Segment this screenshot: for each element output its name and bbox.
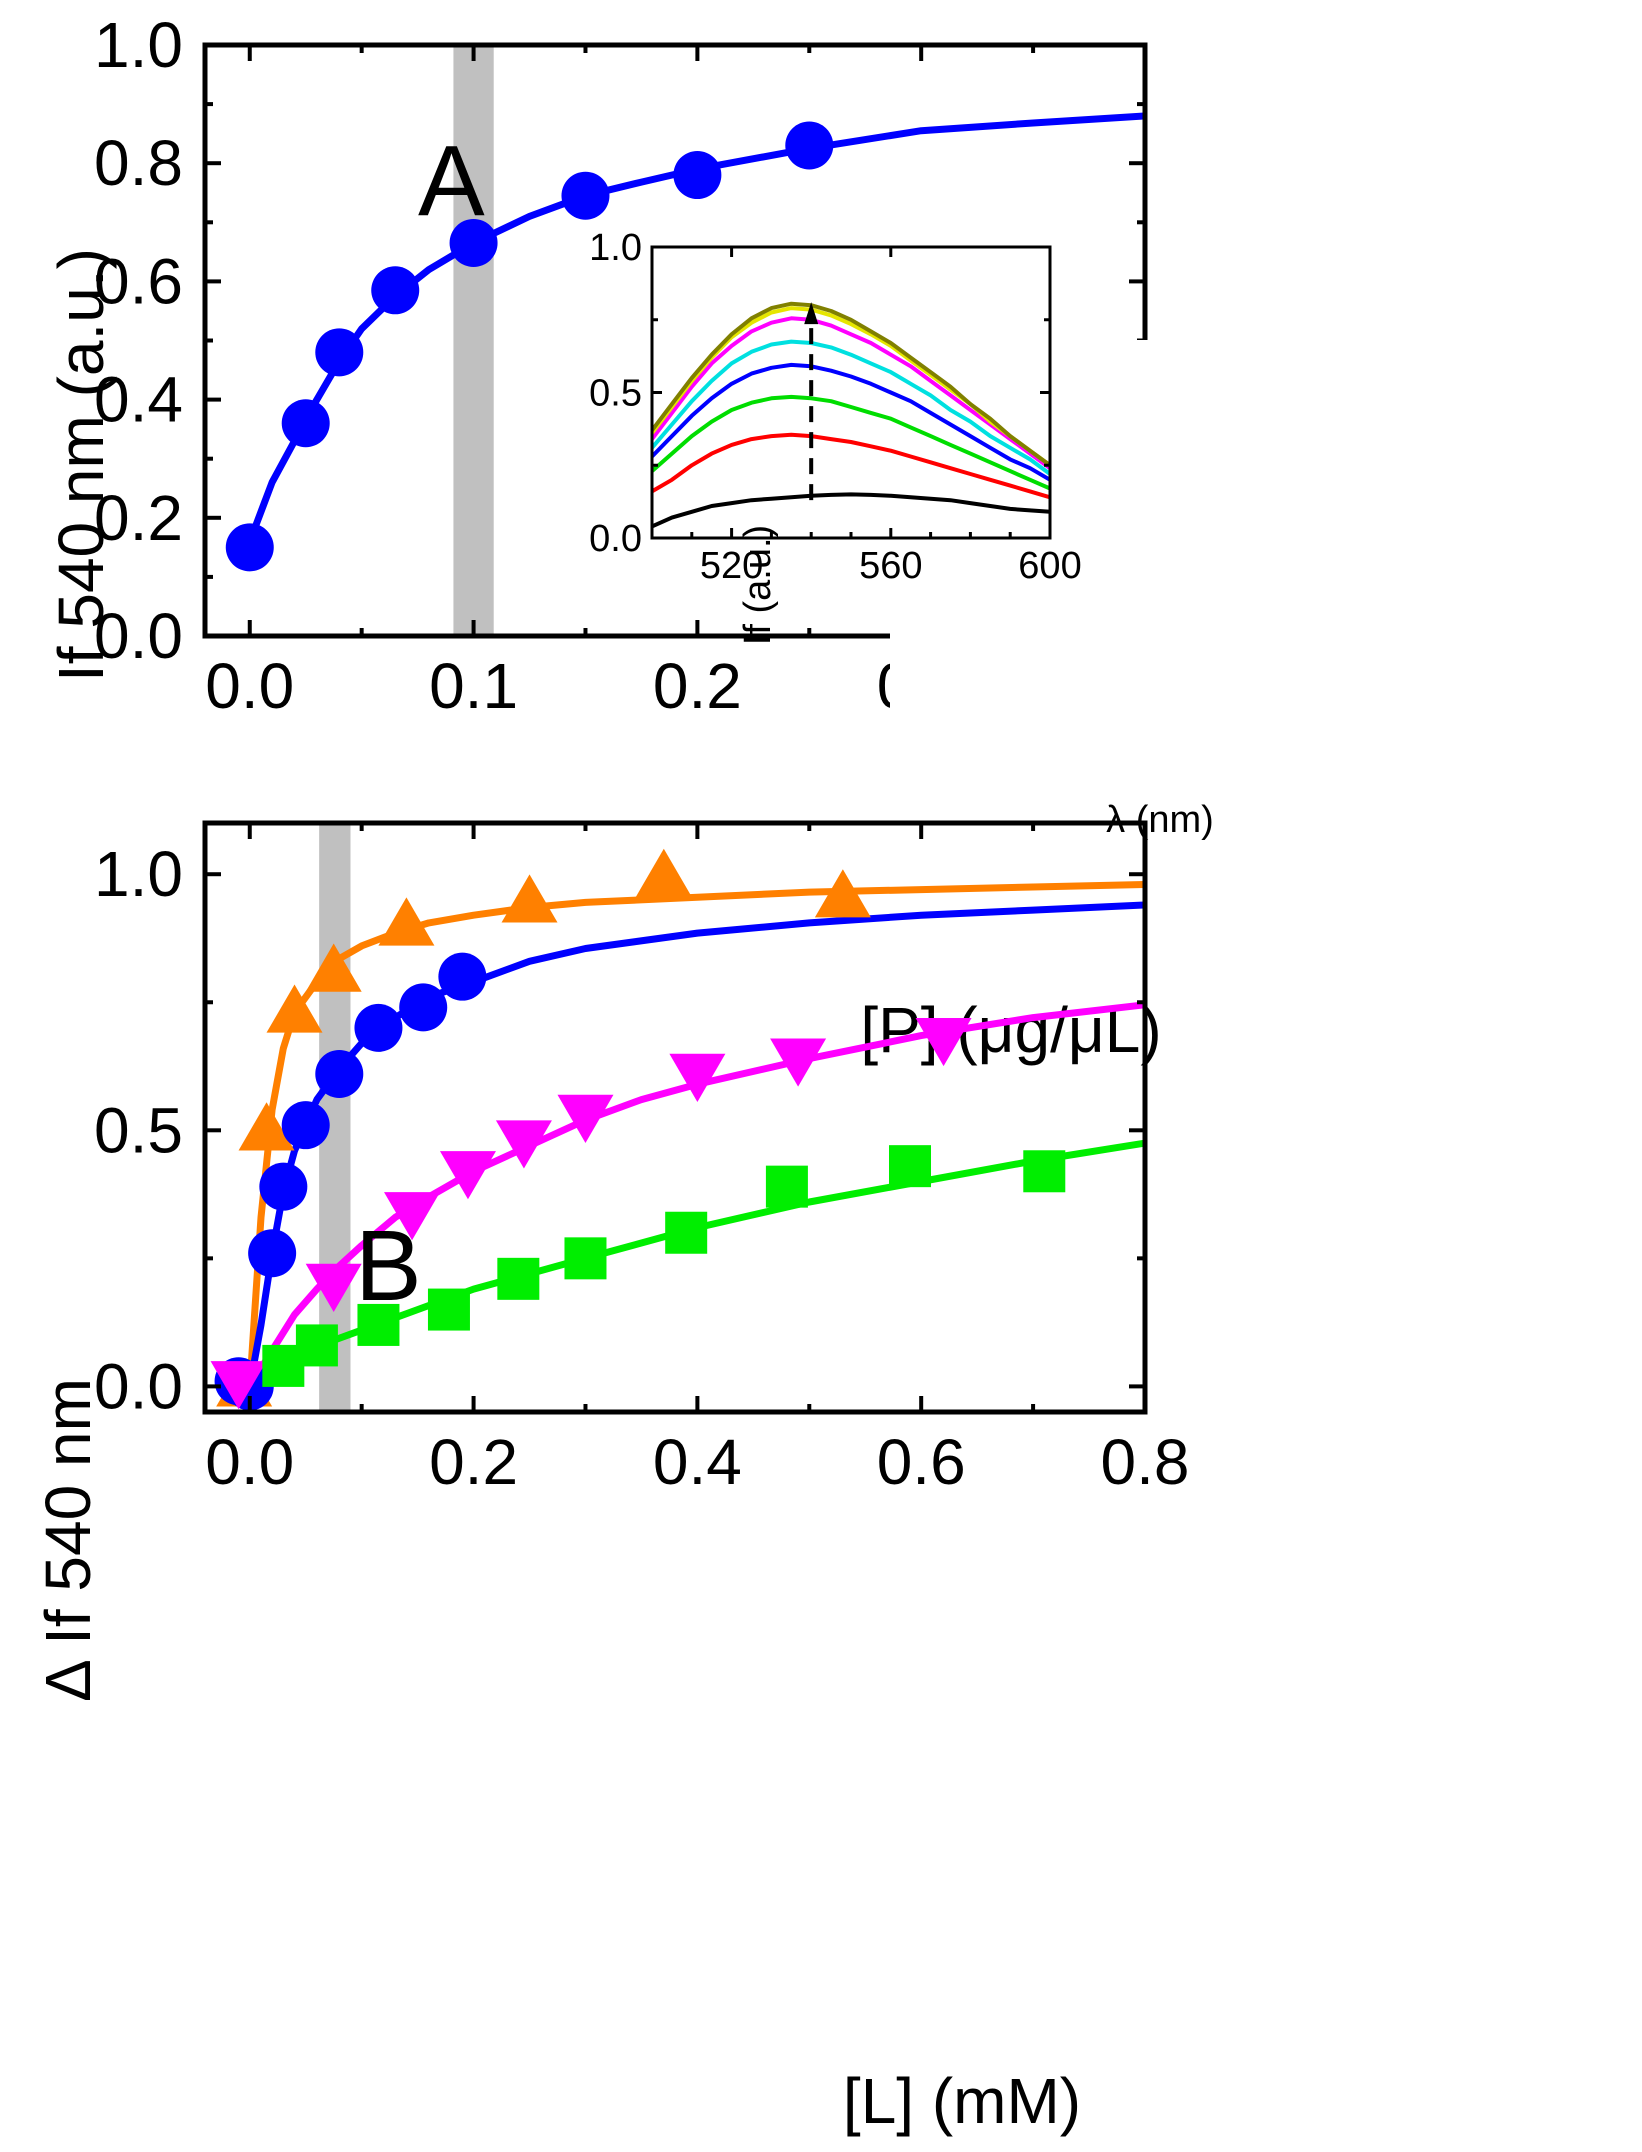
y-tick-label: 0.8 bbox=[94, 127, 183, 199]
x-tick-label: 0.0 bbox=[205, 1426, 294, 1498]
data-point-data bbox=[561, 171, 610, 220]
panel-b-plot-frame bbox=[202, 820, 1148, 1415]
panel-b-letter: B bbox=[355, 1210, 422, 1322]
panel-a-letter: A bbox=[418, 125, 485, 237]
y-tick-label: 0.4 bbox=[94, 364, 183, 436]
inset-spectrum-blue bbox=[650, 362, 1052, 482]
y-tick-label: 0.5 bbox=[94, 1094, 183, 1166]
inset-y-tick-label: 1.0 bbox=[589, 227, 642, 269]
data-point-green bbox=[665, 1211, 708, 1254]
inset-x-tick-label: 560 bbox=[859, 545, 922, 587]
inset-spectrum-olive bbox=[650, 301, 1052, 467]
inset-spectrum-green bbox=[650, 394, 1051, 491]
inset-arrow-head bbox=[804, 302, 819, 325]
data-point-blue bbox=[248, 1229, 297, 1278]
data-point-magenta bbox=[384, 1192, 441, 1241]
data-point-orange bbox=[814, 869, 871, 918]
data-point-blue bbox=[438, 952, 487, 1001]
data-point-orange bbox=[305, 943, 362, 992]
inset-y-tick-label: 0.0 bbox=[589, 518, 642, 560]
data-point-green bbox=[564, 1237, 607, 1280]
inset-y-axis-label: If (a.u.) bbox=[737, 525, 779, 645]
inset-spectrum-cyan bbox=[650, 339, 1052, 476]
data-point-orange bbox=[635, 848, 692, 897]
y-tick-label: 0.6 bbox=[94, 245, 183, 317]
inset-spectra bbox=[650, 301, 1052, 529]
data-point-orange bbox=[378, 897, 435, 946]
data-point-data bbox=[315, 328, 364, 377]
x-tick-label: 0.1 bbox=[429, 650, 518, 722]
panel-a: 0.00.10.20.30.40.00.20.40.60.81.0 A [P] … bbox=[45, 9, 1435, 1066]
inset-x-tick-label: 600 bbox=[1018, 545, 1081, 587]
x-tick-label: 0.0 bbox=[205, 650, 294, 722]
data-point-magenta bbox=[210, 1361, 267, 1410]
data-point-green bbox=[357, 1303, 400, 1346]
data-point-blue bbox=[354, 1003, 403, 1052]
data-point-orange bbox=[238, 1102, 295, 1151]
inset-spectrum-red bbox=[650, 432, 1051, 500]
data-point-green bbox=[765, 1165, 808, 1208]
data-point-green bbox=[1023, 1150, 1066, 1193]
inset-y-tick-label: 0.5 bbox=[589, 373, 642, 415]
y-tick-label: 1.0 bbox=[94, 838, 183, 910]
data-point-green bbox=[889, 1145, 931, 1188]
data-point-data bbox=[449, 218, 498, 267]
panel-b-ticks: 0.0 0.2 0.4 0.6 0.8 0.0 0.5 1.0 bbox=[94, 823, 1189, 1498]
panel-b-data-points bbox=[210, 848, 1066, 1411]
x-tick-label: 0.2 bbox=[429, 1426, 518, 1498]
panel-a-data-points bbox=[225, 121, 834, 572]
y-tick-label: 0.2 bbox=[94, 482, 183, 554]
data-point-magenta bbox=[669, 1053, 726, 1102]
data-point-blue bbox=[315, 1049, 364, 1098]
y-tick-label: 0.0 bbox=[94, 1350, 183, 1422]
inset-ticks: 520 560 600 0.0 0.5 1.0 bbox=[589, 227, 1082, 587]
data-point-blue bbox=[259, 1162, 308, 1211]
data-point-data bbox=[371, 266, 420, 315]
data-point-green bbox=[295, 1324, 338, 1367]
inset-x-tick-label: 520 bbox=[700, 545, 763, 587]
data-point-magenta bbox=[439, 1151, 496, 1200]
panel-b-x-axis-label: [L] (mM) bbox=[843, 2065, 1081, 2137]
data-point-magenta bbox=[557, 1094, 614, 1143]
data-point-data bbox=[281, 399, 330, 448]
x-tick-label: 0.6 bbox=[877, 1426, 966, 1498]
y-tick-label: 0.0 bbox=[94, 600, 183, 672]
data-point-orange bbox=[266, 984, 323, 1033]
panel-a-inset: 520 560 600 0.0 0.5 1.0 λ (nm) If (a.u.) bbox=[589, 227, 1435, 841]
data-point-magenta bbox=[770, 1038, 827, 1087]
inset-x-axis-label: λ (nm) bbox=[1106, 799, 1214, 841]
x-tick-label: 0.4 bbox=[653, 1426, 742, 1498]
data-point-orange bbox=[501, 874, 558, 923]
panel-a-y-axis-label: If 540 nm (a.u.) bbox=[45, 248, 117, 682]
data-point-magenta bbox=[495, 1120, 552, 1169]
inset-spectrum-black bbox=[651, 492, 1051, 529]
panel-b-y-axis-label: Δ If 540 nm bbox=[32, 1378, 104, 1702]
data-point-magenta bbox=[305, 1263, 362, 1312]
data-point-blue bbox=[281, 1101, 330, 1150]
data-point-blue bbox=[399, 983, 448, 1032]
inset-spectrum-magenta bbox=[650, 316, 1052, 470]
x-tick-label: 0.2 bbox=[653, 650, 742, 722]
panel-a-shaded-band bbox=[453, 45, 494, 636]
panel-b: 0.0 0.2 0.4 0.6 0.8 0.0 0.5 1.0 B [L] (mM) Δ If… bbox=[32, 820, 1189, 2137]
y-tick-label: 1.0 bbox=[94, 9, 183, 81]
data-point-data bbox=[785, 121, 834, 170]
data-point-green bbox=[497, 1257, 540, 1300]
data-point-magenta bbox=[915, 1017, 972, 1067]
data-point-data bbox=[225, 523, 274, 572]
data-point-data bbox=[673, 151, 722, 200]
data-point-green bbox=[427, 1288, 470, 1331]
x-tick-label: 0.8 bbox=[1101, 1426, 1190, 1498]
